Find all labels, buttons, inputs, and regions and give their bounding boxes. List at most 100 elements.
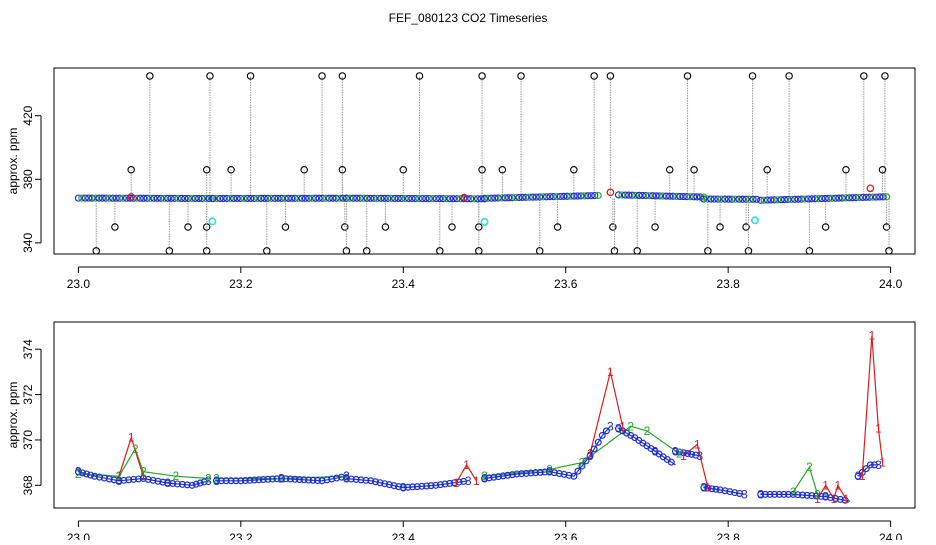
bottom-series-3-point bbox=[704, 484, 712, 492]
top-flag-point bbox=[750, 216, 759, 225]
top-outlier-point-mid-low bbox=[651, 223, 659, 231]
top-outlier-point-mid-high bbox=[690, 165, 698, 174]
bottom-series-3-point bbox=[264, 475, 272, 483]
top-baseline-point bbox=[787, 195, 795, 204]
bottom-series-3-point bbox=[574, 467, 582, 475]
top-baseline-point bbox=[710, 195, 718, 203]
bottom-series-3-point bbox=[259, 476, 267, 484]
top-baseline-point bbox=[449, 195, 458, 203]
top-baseline-point bbox=[511, 193, 520, 202]
bottom-series-3-line bbox=[78, 471, 209, 486]
top-baseline-point bbox=[484, 194, 492, 202]
bottom-series-2-label: 2 bbox=[676, 447, 683, 461]
bottom-series-3-label: 3 bbox=[116, 474, 123, 488]
bottom-series-3-point bbox=[110, 476, 118, 484]
bottom-series-3-point bbox=[217, 477, 225, 485]
bottom-series-2-label: 2 bbox=[790, 485, 797, 499]
top-baseline-point bbox=[81, 194, 89, 202]
top-baseline-point bbox=[570, 192, 578, 200]
bottom-series-3-point bbox=[362, 476, 370, 484]
top-baseline-point bbox=[153, 194, 162, 202]
bottom-series-3-point bbox=[545, 468, 553, 476]
top-baseline-point bbox=[274, 194, 282, 202]
top-baseline-point bbox=[753, 195, 761, 203]
top-baseline-point bbox=[191, 194, 199, 203]
top-baseline-point bbox=[480, 194, 489, 202]
bottom-series-1-line bbox=[683, 443, 709, 488]
top-baseline-point bbox=[831, 194, 840, 202]
bottom-series-1-label: 1 bbox=[694, 437, 701, 451]
bottom-series-3-point bbox=[418, 482, 426, 490]
bottom-series-3-point bbox=[481, 475, 489, 483]
bottom-series-3-point bbox=[164, 479, 172, 487]
bottom-series-3-point bbox=[295, 476, 303, 484]
bottom-series-3-point bbox=[173, 480, 181, 488]
top-outlier-point-high bbox=[785, 72, 793, 80]
top-baseline-point bbox=[363, 194, 371, 202]
bottom-series-1-label: 1 bbox=[128, 431, 135, 445]
bottom-series-3-point bbox=[460, 477, 468, 485]
top-baseline-point bbox=[356, 194, 364, 202]
bottom-series-3-label: 3 bbox=[75, 465, 82, 479]
bottom-series-1-line bbox=[589, 371, 624, 454]
top-baseline-point bbox=[470, 195, 478, 203]
bottom-series-3-point bbox=[169, 480, 177, 488]
bottom-series-3-point bbox=[371, 478, 379, 486]
bottom-series-3-label: 3 bbox=[343, 472, 350, 486]
top-outlier-point-mid-high bbox=[842, 165, 850, 174]
top-baseline-point bbox=[553, 192, 561, 201]
top-outlier-point-mid-high bbox=[478, 165, 486, 174]
top-baseline-point bbox=[325, 194, 333, 202]
bottom-series-3-label: 3 bbox=[546, 465, 553, 479]
top-outlier-point-high bbox=[146, 72, 154, 80]
top-outlier-point-mid-high bbox=[202, 165, 211, 174]
bottom-series-3-point bbox=[712, 485, 720, 493]
top-baseline-point bbox=[584, 192, 592, 200]
bottom-series-3-point bbox=[550, 469, 558, 477]
top-outlier-point-mid-high bbox=[570, 165, 578, 174]
bottom-series-3-point bbox=[309, 476, 317, 484]
top-baseline-point bbox=[74, 194, 82, 202]
top-baseline-point bbox=[546, 193, 554, 201]
bottom-series-3-point bbox=[144, 475, 152, 483]
top-baseline-point bbox=[250, 194, 258, 203]
top-y-tick-label: 340 bbox=[21, 233, 35, 253]
top-baseline-point bbox=[353, 194, 361, 202]
top-baseline-point bbox=[838, 194, 846, 202]
top-baseline-point bbox=[855, 193, 863, 202]
bottom-series-3-point bbox=[255, 476, 263, 484]
bottom-series-1-label: 1 bbox=[859, 469, 866, 483]
top-baseline-point bbox=[439, 195, 447, 203]
top-outlier-point-mid-high bbox=[399, 165, 408, 174]
top-baseline-point bbox=[264, 194, 272, 202]
bottom-series-2-label: 2 bbox=[213, 472, 220, 486]
top-outlier-point-mid-low bbox=[882, 223, 891, 231]
top-baseline-point bbox=[628, 191, 636, 199]
bottom-series-3-point bbox=[95, 473, 103, 481]
bottom-x-tick-label: 23.8 bbox=[716, 531, 740, 540]
bottom-series-3-point bbox=[794, 491, 802, 499]
bottom-series-2-label: 2 bbox=[644, 424, 651, 438]
top-baseline-point bbox=[508, 194, 516, 202]
top-baseline-point bbox=[473, 195, 482, 203]
bottom-series-2-label: 2 bbox=[75, 467, 82, 481]
bottom-series-3-point bbox=[196, 479, 204, 487]
top-baseline-point bbox=[308, 194, 316, 202]
bottom-series-2-label: 2 bbox=[579, 456, 586, 470]
bottom-series-3-point bbox=[513, 470, 521, 478]
top-baseline-point bbox=[774, 196, 782, 204]
top-outlier-point-mid-high bbox=[498, 165, 507, 174]
bottom-series-3-label: 3 bbox=[700, 481, 707, 495]
bottom-series-3-point bbox=[427, 482, 435, 490]
top-outlier-point-mid-low bbox=[553, 223, 562, 231]
top-baseline-point bbox=[181, 194, 189, 203]
bottom-series-3-point bbox=[395, 483, 403, 491]
bottom-series-3-point bbox=[490, 473, 498, 481]
top-baseline-point bbox=[491, 194, 499, 202]
top-baseline-point bbox=[247, 194, 255, 203]
top-baseline-point bbox=[456, 195, 464, 203]
bottom-series-3-point bbox=[841, 496, 849, 504]
bottom-series-3-point bbox=[305, 476, 313, 484]
top-baseline-point bbox=[184, 194, 192, 203]
bottom-series-2-label: 2 bbox=[343, 469, 350, 483]
